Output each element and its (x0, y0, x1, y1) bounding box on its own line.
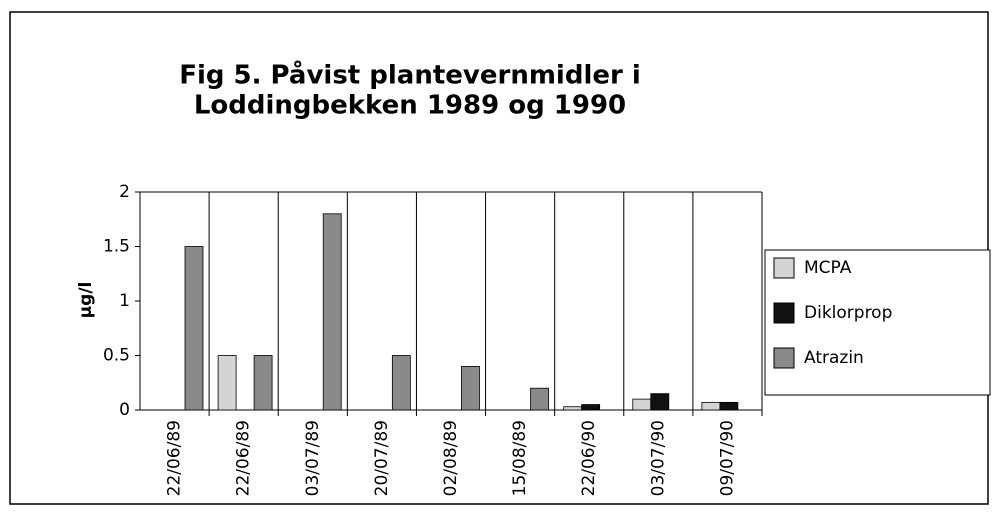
x-tick-label: 09/07/90 (717, 420, 737, 496)
x-tick-label: 20/07/89 (372, 420, 392, 496)
legend-label: MCPA (804, 258, 852, 278)
y-tick-label: 2 (119, 182, 130, 202)
chart-title: Loddingbekken 1989 og 1990 (194, 91, 626, 121)
x-tick-label: 02/08/89 (441, 420, 461, 496)
legend-swatch (773, 257, 795, 279)
legend-label: Atrazin (804, 348, 864, 368)
y-tick-label: 0 (119, 400, 130, 420)
legend-swatch (773, 302, 795, 324)
bar (391, 355, 411, 411)
bar (217, 355, 237, 411)
y-tick-label: 0.5 (103, 346, 130, 366)
bar (322, 213, 342, 411)
x-tick-label: 03/07/90 (648, 420, 668, 496)
bar (650, 393, 670, 411)
bar (581, 404, 601, 411)
bar (184, 246, 204, 411)
x-tick-label: 03/07/89 (303, 420, 323, 496)
x-tick-label: 22/06/89 (234, 420, 254, 496)
legend-label: Diklorprop (804, 303, 892, 323)
bar (719, 401, 739, 411)
bar (701, 401, 721, 411)
bar (461, 365, 480, 411)
x-tick-label: 22/06/89 (165, 420, 185, 496)
y-axis-label: µg/l (76, 282, 96, 319)
bar (253, 355, 273, 411)
x-tick-label: 15/08/89 (510, 420, 530, 496)
bar (563, 406, 583, 411)
x-tick-label: 22/06/90 (579, 420, 599, 496)
legend-swatch (773, 347, 795, 369)
y-tick-label: 1 (119, 291, 130, 311)
bar (530, 387, 549, 411)
legend-box (764, 249, 991, 396)
chart-title: Fig 5. Påvist plantevernmidler i (179, 59, 641, 91)
bar (632, 398, 652, 411)
y-tick-label: 1.5 (103, 237, 130, 257)
